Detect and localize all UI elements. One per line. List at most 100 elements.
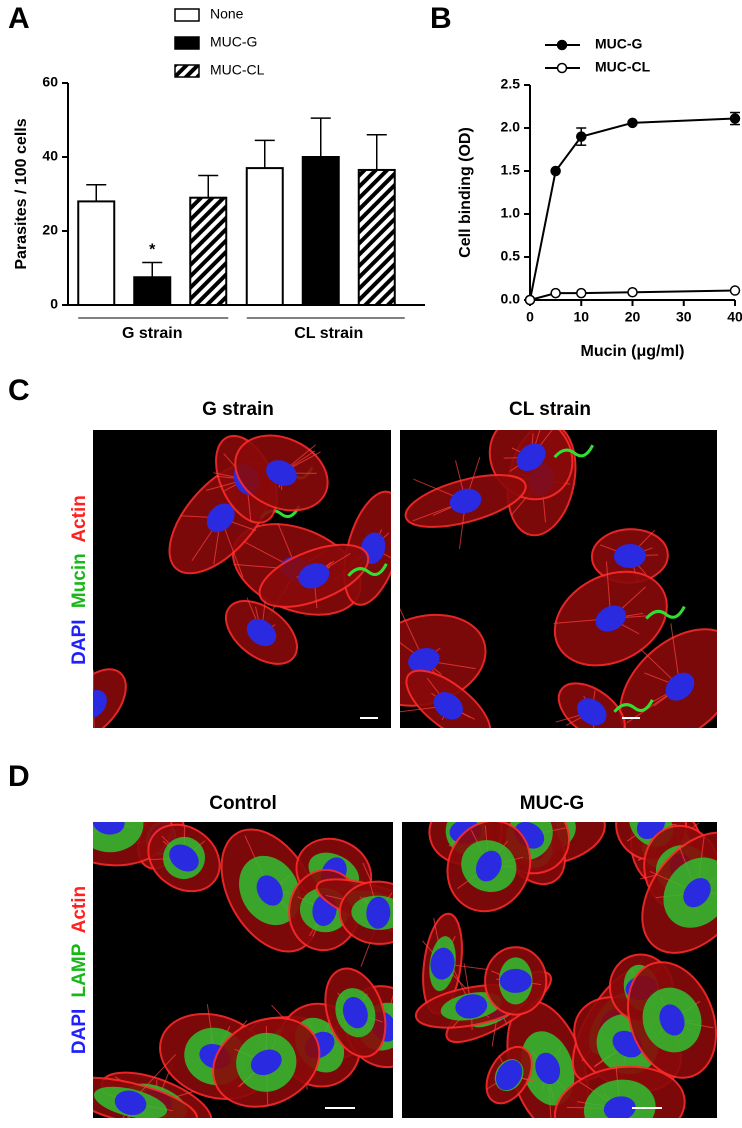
cell-nucleus (516, 443, 546, 472)
parasite (347, 563, 388, 577)
marker (576, 287, 587, 299)
cell-nucleus (250, 1049, 282, 1076)
y-tick-label: 20 (42, 222, 58, 238)
legend-swatch (174, 36, 200, 50)
cell-fiber (93, 703, 94, 705)
cell-nucleus (496, 1060, 523, 1091)
stain-lamp: LAMP (69, 943, 90, 997)
cell-nucleus (256, 875, 283, 906)
x-tick-label: 30 (676, 309, 692, 325)
stain-label: DAPI LAMP Actin (69, 886, 90, 1054)
stain-mucin: Mucin (69, 553, 90, 608)
panel-letter: A (8, 2, 30, 35)
x-axis-title: Mucin (μg/ml) (581, 343, 685, 360)
cell-nucleus (114, 1090, 147, 1116)
panel-letter: D (8, 760, 30, 793)
cell-nucleus (169, 844, 199, 872)
legend-label: MUC-CL (595, 59, 651, 75)
cell-nucleus (298, 563, 330, 589)
x-tick-label: 0 (526, 309, 534, 325)
y-axis-title: Parasites / 100 cells (13, 118, 30, 269)
y-tick-label: 60 (42, 74, 58, 90)
cell-fiber (107, 822, 110, 823)
cell-nucleus (433, 692, 463, 720)
cell-nucleus (408, 647, 440, 673)
cell-nucleus (613, 543, 646, 568)
marker (729, 285, 741, 296)
bar (245, 167, 284, 306)
x-tick-label: 20 (625, 309, 641, 325)
bar (189, 196, 228, 306)
cell-nucleus (206, 503, 235, 533)
cell-nucleus (430, 947, 455, 980)
x-tick-label: CL strain (294, 325, 363, 342)
panel-title: CL strain (509, 399, 591, 420)
cell-nucleus (659, 1004, 685, 1036)
cell-nucleus (449, 488, 482, 514)
panel-title: MUC-G (520, 793, 584, 814)
annotation: * (149, 242, 156, 259)
marker (550, 165, 561, 177)
panel-a: A 0 20 40 60 Parasites / 100 cells G strain * CL… (8, 2, 425, 342)
panel-letter: C (8, 374, 30, 407)
cell-fiber (108, 822, 110, 823)
cell-nucleus (366, 896, 391, 929)
cell-nucleus (475, 850, 502, 882)
cell-nucleus (535, 1052, 561, 1085)
cell-fiber (93, 703, 94, 705)
cell-nucleus (93, 822, 125, 835)
marker (576, 131, 587, 142)
cell-fiber (93, 702, 94, 705)
legend-marker (556, 62, 568, 74)
series-line (529, 117, 736, 301)
legend-label: MUC-G (210, 34, 257, 50)
legend-swatch (174, 64, 200, 78)
legend-label: MUC-CL (210, 62, 265, 78)
bar (357, 168, 396, 306)
marker (729, 113, 741, 124)
stain-label: DAPI Mucin Actin (69, 495, 90, 665)
x-tick-label: 40 (727, 309, 742, 325)
y-tick-label: 2.0 (501, 119, 521, 135)
cell-nucleus (455, 994, 488, 1019)
bar (133, 276, 172, 306)
parasite (553, 444, 595, 459)
marker (550, 287, 561, 299)
legend-label: None (210, 6, 244, 22)
y-tick-label: 0.0 (501, 291, 521, 307)
stain-actin: Actin (69, 886, 90, 934)
bar (301, 156, 340, 306)
stain-actin: Actin (69, 495, 90, 543)
y-tick-label: 2.5 (501, 76, 521, 92)
y-axis-title: Cell binding (OD) (457, 127, 474, 258)
x-tick-label: G strain (122, 325, 182, 342)
cell-nucleus (577, 698, 607, 726)
micrograph-content (400, 430, 717, 728)
x-tick-label: 10 (573, 309, 589, 325)
cell-fiber (93, 703, 94, 705)
legend-marker (556, 39, 568, 51)
cell-nucleus (636, 822, 666, 840)
cell-nucleus (246, 618, 277, 647)
micrograph-content (93, 822, 393, 1118)
bar (77, 200, 116, 306)
legend-swatch (174, 8, 200, 22)
cell-nucleus (342, 997, 368, 1029)
stain-dapi: DAPI (69, 1009, 90, 1054)
panel-title: Control (209, 793, 277, 814)
cell-nucleus (603, 1096, 636, 1118)
panel-b: B 0.0 0.5 1.0 1.5 2.0 2.5 0 10 20 30 40 Cell binding… (430, 2, 742, 360)
marker (627, 287, 638, 298)
cell-fiber (108, 822, 110, 823)
cell-nucleus (266, 460, 297, 486)
y-tick-label: 40 (42, 148, 58, 164)
parasite (613, 699, 654, 713)
cell-nucleus (93, 689, 107, 719)
marker (524, 294, 536, 306)
y-tick-label: 1.0 (501, 205, 521, 221)
cell-nucleus (595, 605, 627, 632)
panel-title: G strain (202, 399, 274, 420)
y-tick-label: 0 (50, 296, 58, 312)
micrograph-content (93, 434, 391, 728)
